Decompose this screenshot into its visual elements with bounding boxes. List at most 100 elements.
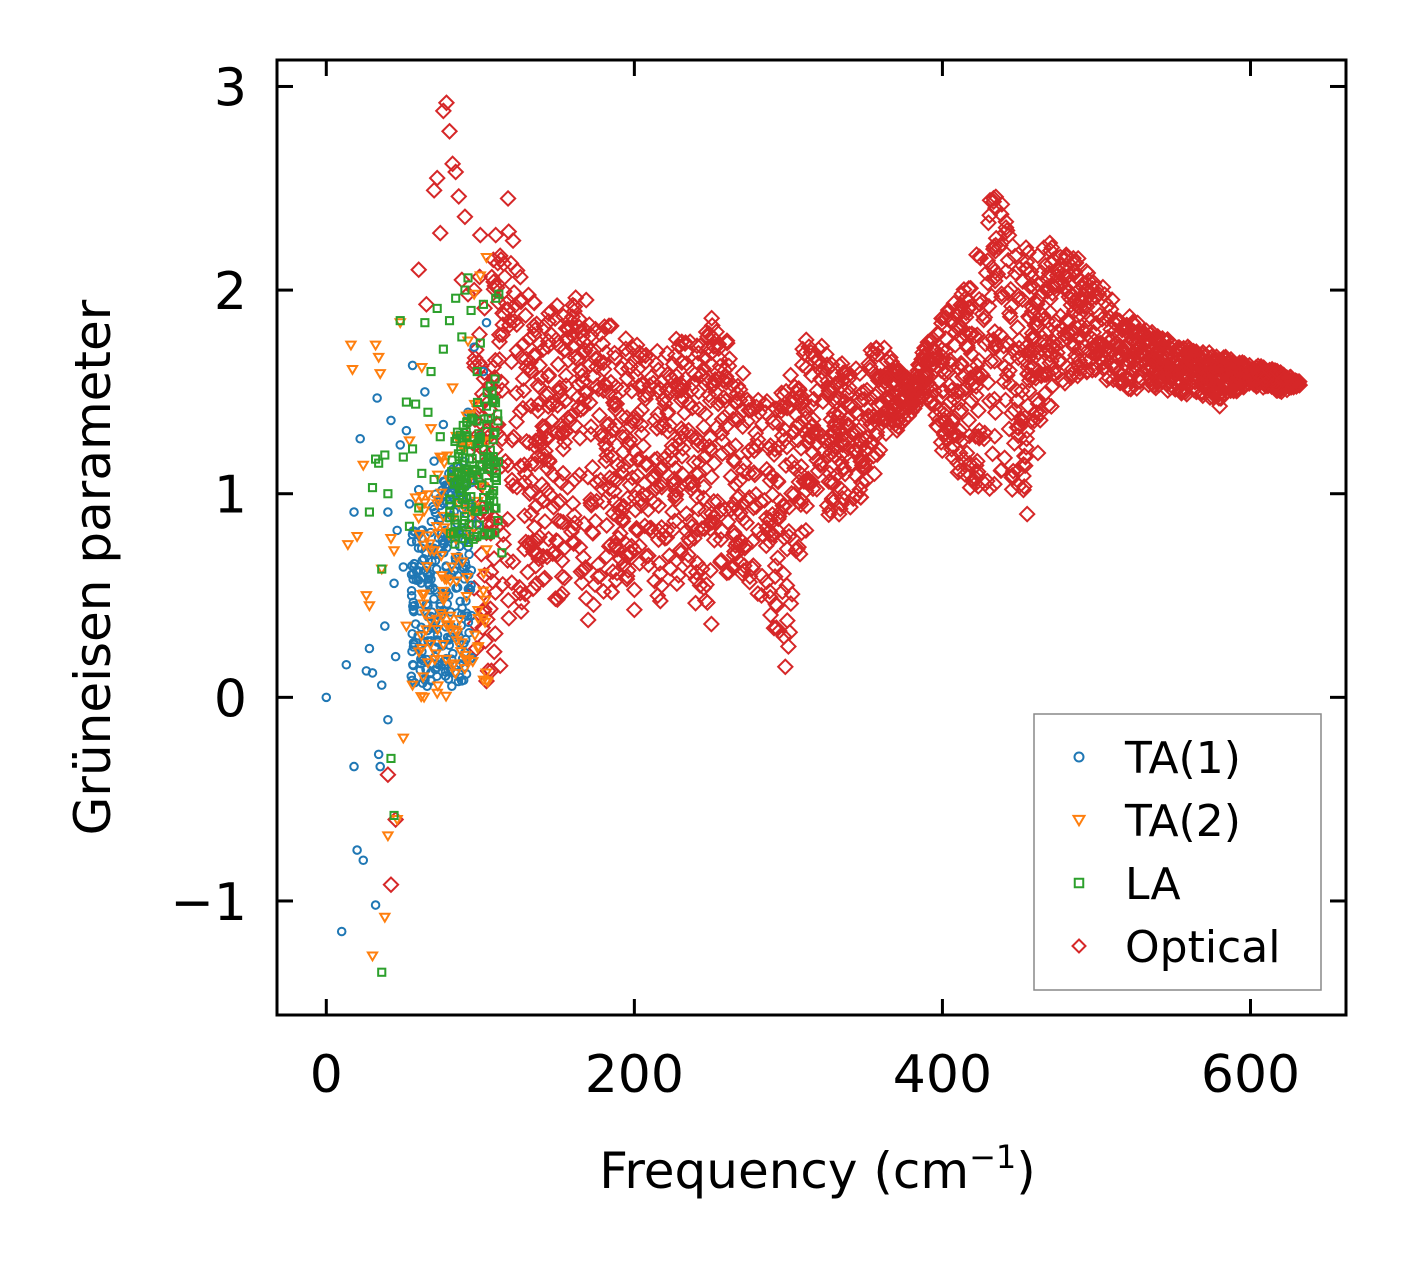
point-optical (1023, 328, 1041, 347)
point-ta-2- (439, 691, 453, 703)
point-optical (960, 454, 979, 472)
point-optical (605, 482, 623, 500)
point-la (488, 489, 498, 499)
point-la (423, 407, 433, 417)
point-optical (693, 366, 711, 384)
point-optical (913, 374, 931, 392)
point-optical (683, 399, 701, 417)
point-optical (594, 354, 613, 372)
point-optical (536, 513, 554, 531)
point-optical (630, 537, 648, 555)
point-optical (511, 268, 529, 286)
point-optical (968, 366, 987, 384)
point-optical (503, 431, 521, 449)
point-optical (851, 481, 869, 499)
point-optical (1002, 297, 1021, 315)
point-optical (1035, 239, 1053, 257)
point-optical (862, 341, 880, 359)
point-ta-2- (412, 513, 426, 525)
point-optical (636, 517, 654, 535)
point-ta-1- (406, 671, 417, 682)
point-optical (1209, 356, 1227, 374)
point-la (497, 548, 507, 558)
point-optical (470, 325, 489, 343)
point-optical (450, 187, 468, 205)
point-optical (546, 310, 564, 328)
point-optical (984, 189, 1003, 207)
point-optical (695, 418, 713, 436)
point-optical (997, 213, 1015, 231)
point-optical (868, 445, 886, 464)
point-optical (833, 444, 851, 463)
point-optical (570, 310, 588, 328)
point-ta-1- (406, 536, 417, 547)
point-optical (1140, 368, 1158, 386)
point-optical (702, 615, 720, 633)
point-optical (705, 338, 723, 356)
point-ta-2- (420, 531, 434, 543)
point-optical (979, 214, 997, 232)
point-optical (631, 344, 649, 362)
point-ta-2- (458, 664, 472, 675)
point-optical (650, 554, 668, 573)
point-optical (1005, 434, 1023, 452)
point-optical (948, 382, 966, 400)
point-optical (765, 619, 783, 637)
point-optical (1054, 371, 1072, 389)
point-optical (830, 505, 848, 523)
point-optical (507, 384, 526, 402)
point-ta-2- (403, 436, 416, 448)
point-la (438, 344, 448, 354)
point-optical (696, 349, 714, 367)
point-optical (776, 658, 794, 676)
point-ta-1- (373, 749, 384, 760)
point-optical (663, 437, 681, 455)
point-optical (681, 333, 699, 351)
point-ta-1- (481, 317, 492, 328)
point-ta-1- (386, 415, 396, 426)
point-la (487, 386, 497, 396)
point-optical (659, 422, 677, 441)
point-ta-2- (421, 658, 435, 670)
point-optical (1082, 290, 1100, 308)
point-optical (1025, 278, 1043, 297)
point-la (407, 444, 418, 454)
point-optical (782, 366, 800, 384)
point-optical (633, 401, 651, 419)
point-optical (788, 406, 806, 424)
point-optical (1104, 371, 1123, 389)
point-optical (1268, 362, 1286, 380)
point-la (477, 480, 487, 490)
point-optical (623, 412, 641, 430)
point-ta-2- (418, 589, 431, 601)
point-optical (823, 356, 841, 374)
point-optical (532, 369, 550, 387)
point-la (483, 413, 493, 423)
point-optical (1045, 364, 1063, 382)
point-optical (734, 418, 752, 436)
point-optical (1040, 396, 1058, 414)
point-optical (611, 501, 629, 519)
point-optical (773, 583, 791, 601)
point-la (377, 564, 387, 574)
point-ta-1- (428, 583, 438, 593)
point-optical (985, 475, 1003, 493)
point-ta-2- (416, 672, 430, 684)
point-optical (769, 549, 787, 567)
point-optical (998, 366, 1016, 384)
legend-label: TA(2) (1124, 796, 1241, 847)
point-ta-2- (415, 363, 429, 374)
point-optical (957, 304, 975, 322)
point-optical (687, 570, 705, 588)
point-optical (639, 501, 657, 519)
point-optical (869, 371, 888, 390)
point-optical (791, 545, 809, 563)
point-optical (1210, 389, 1228, 407)
point-ta-2- (381, 831, 395, 843)
point-optical (1018, 430, 1036, 448)
point-optical (503, 471, 521, 489)
x-tick-label: 200 (585, 1045, 684, 1105)
point-optical (1195, 370, 1213, 389)
point-optical (1212, 389, 1230, 407)
point-optical (968, 465, 986, 483)
